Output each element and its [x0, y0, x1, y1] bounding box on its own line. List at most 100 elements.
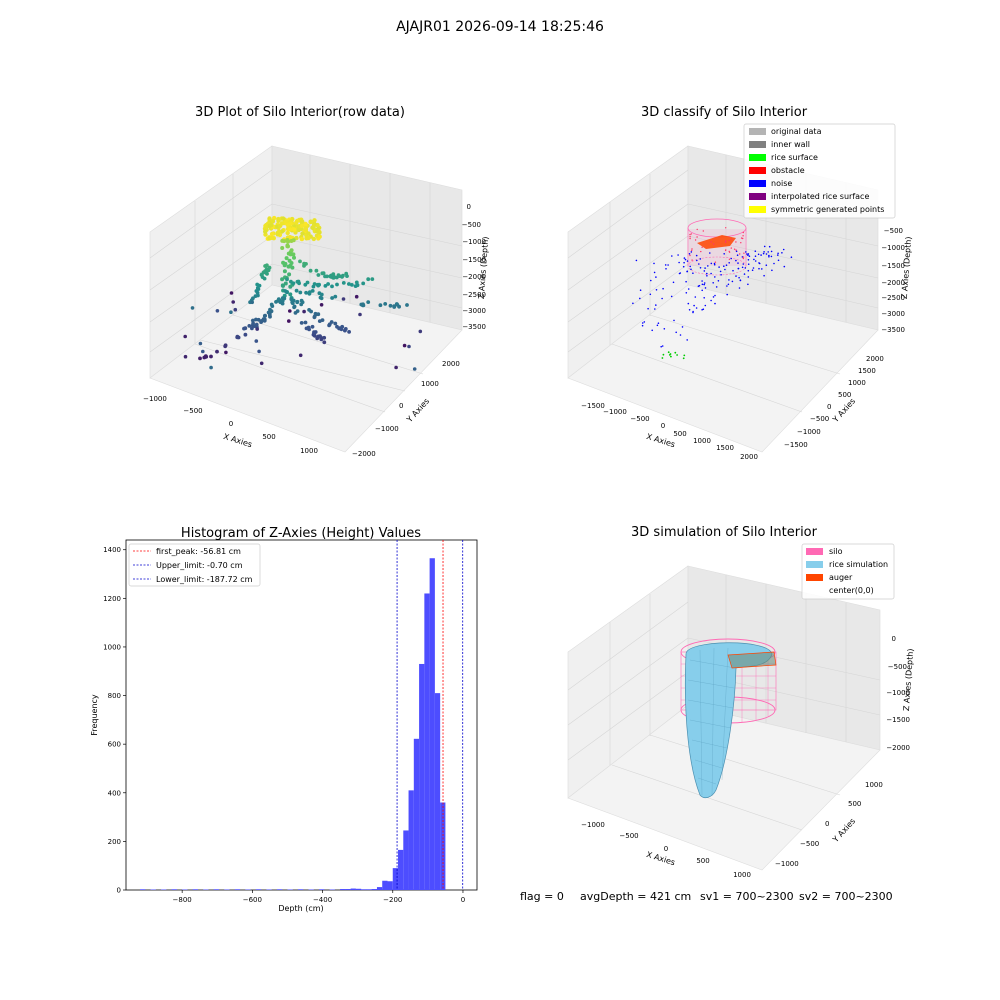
noise-point [675, 331, 677, 334]
panel1-z-ticks: 0 −500 −1000 −1500 −2000 −2500 −3000 −35… [462, 203, 486, 331]
noise-point [754, 255, 757, 257]
histogram-ytick-label: 200 [108, 838, 121, 846]
rice-surface-point [667, 351, 670, 354]
raw-data-point [315, 228, 320, 234]
noise-point [727, 283, 730, 286]
raw-data-point [289, 297, 294, 302]
noise-point [665, 268, 667, 270]
noise-point [767, 251, 769, 253]
raw-data-point [283, 281, 288, 286]
raw-data-point [299, 321, 304, 325]
noise-point [763, 274, 765, 277]
inner-wall-point [700, 250, 702, 253]
panel1-ytick: −1000 [375, 425, 399, 433]
noise-point [731, 280, 734, 283]
inner-wall-point [730, 238, 733, 240]
raw-data-point [300, 219, 305, 224]
noise-point [687, 302, 690, 305]
raw-data-point [251, 321, 256, 326]
legend-swatch-silo [806, 548, 823, 555]
noise-point [790, 256, 793, 259]
raw-data-point [297, 281, 301, 286]
panel3-ylabel: Frequency [90, 694, 99, 736]
raw-data-point [285, 243, 290, 248]
panel2-ztick: −1000 [881, 244, 905, 252]
noise-point [641, 322, 644, 324]
noise-point [726, 293, 728, 296]
noise-point [706, 272, 708, 275]
raw-data-point [293, 311, 298, 315]
noise-point [762, 252, 765, 255]
raw-data-point [242, 326, 246, 331]
inner-wall-point [689, 254, 691, 257]
raw-data-point [300, 300, 305, 305]
noise-point [738, 276, 740, 279]
noise-point [703, 283, 705, 286]
inner-wall-point [689, 236, 691, 238]
panel2-ytick: −1000 [797, 428, 821, 436]
rice-surface-point [682, 357, 685, 360]
histogram-ytick-label: 800 [108, 692, 121, 700]
noise-point [758, 267, 760, 270]
panel4-rice-mesh [687, 647, 736, 797]
panel4-xtick: −1000 [581, 821, 605, 829]
noise-point [686, 270, 689, 273]
noise-point [741, 266, 744, 269]
raw-data-point [276, 297, 281, 302]
raw-data-point [223, 343, 228, 348]
raw-data-point [361, 302, 365, 307]
panel4-z-ticks: 0 −500 −1000 −1500 −2000 [886, 635, 910, 752]
histogram-bar [392, 868, 399, 890]
raw-data-point [231, 300, 235, 304]
raw-data-point [233, 307, 238, 312]
panel2-xtick: 2000 [740, 453, 758, 461]
noise-point [760, 254, 762, 256]
histogram-bar [255, 889, 262, 890]
legend-label-center: center(0,0) [829, 586, 874, 595]
noise-point [655, 289, 658, 291]
noise-point [751, 269, 754, 272]
status-flag: flag = 0 [520, 890, 564, 903]
raw-data-point [314, 268, 319, 273]
panel2-ztick: −2000 [881, 279, 905, 287]
histogram-bar [276, 889, 283, 890]
raw-data-point [280, 299, 285, 303]
noise-point [673, 319, 675, 322]
status-sv1: sv1 = 700~2300 [700, 890, 794, 903]
noise-point [704, 267, 706, 269]
rice-surface-point [676, 354, 678, 356]
legend-label-noise: noise [771, 179, 792, 188]
raw-data-point [302, 264, 306, 268]
noise-point [698, 263, 700, 265]
panel1-xtick: −500 [183, 407, 202, 415]
panel1-ztick: −2000 [462, 273, 486, 281]
raw-data-point [250, 300, 254, 305]
raw-data-point [298, 259, 302, 264]
noise-point [683, 257, 686, 259]
noise-point [747, 283, 749, 286]
inner-wall-point [740, 242, 742, 244]
panel2-ytick: −1500 [784, 441, 808, 449]
raw-data-point [312, 315, 317, 320]
legend-label-original-data: original data [771, 127, 822, 136]
inner-wall-point [691, 248, 693, 250]
raw-data-point [287, 319, 291, 323]
panel1-ztick: −3500 [462, 323, 486, 331]
histogram-bar [408, 790, 414, 890]
noise-point [657, 322, 660, 325]
raw-data-point [392, 304, 397, 309]
rice-surface-point [683, 354, 686, 357]
noise-point [662, 287, 664, 290]
noise-point [718, 266, 720, 268]
panel1-ztick: −1500 [462, 256, 486, 264]
panel1-xtick: 500 [262, 433, 275, 441]
raw-data-point [341, 273, 345, 278]
status-sv2: sv2 = 700~2300 [799, 890, 893, 903]
legend-label-obstacle: obstacle [771, 166, 805, 175]
noise-point [704, 287, 707, 289]
legend-label-rice-simulation: rice simulation [829, 560, 888, 569]
histogram-bar [398, 849, 404, 890]
raw-data-point [304, 326, 309, 331]
panel2-ytick: 2000 [866, 355, 884, 363]
panel3-x-ticks: −800 −600 −400 −200 0 [173, 890, 465, 904]
